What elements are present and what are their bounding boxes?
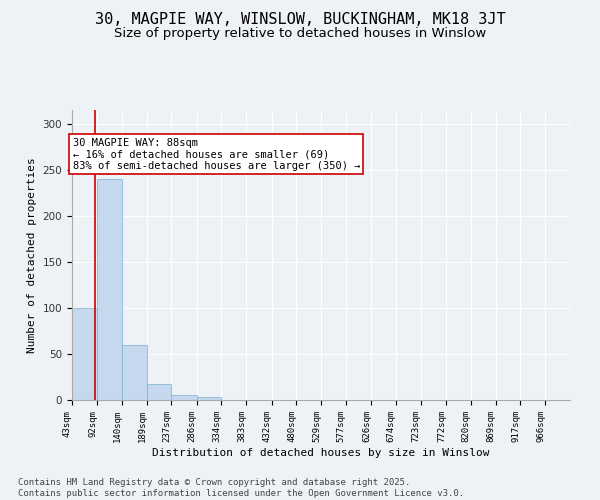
Bar bbox=[172, 396, 197, 400]
Text: 30 MAGPIE WAY: 88sqm
← 16% of detached houses are smaller (69)
83% of semi-detac: 30 MAGPIE WAY: 88sqm ← 16% of detached h… bbox=[73, 138, 360, 171]
Text: Contains HM Land Registry data © Crown copyright and database right 2025.
Contai: Contains HM Land Registry data © Crown c… bbox=[18, 478, 464, 498]
Bar bbox=[122, 345, 147, 400]
Text: 30, MAGPIE WAY, WINSLOW, BUCKINGHAM, MK18 3JT: 30, MAGPIE WAY, WINSLOW, BUCKINGHAM, MK1… bbox=[95, 12, 505, 28]
Y-axis label: Number of detached properties: Number of detached properties bbox=[27, 157, 37, 353]
Bar bbox=[97, 179, 122, 400]
Bar bbox=[197, 397, 221, 400]
Bar bbox=[147, 384, 172, 400]
X-axis label: Distribution of detached houses by size in Winslow: Distribution of detached houses by size … bbox=[152, 448, 490, 458]
Text: Size of property relative to detached houses in Winslow: Size of property relative to detached ho… bbox=[114, 28, 486, 40]
Bar bbox=[72, 308, 97, 400]
